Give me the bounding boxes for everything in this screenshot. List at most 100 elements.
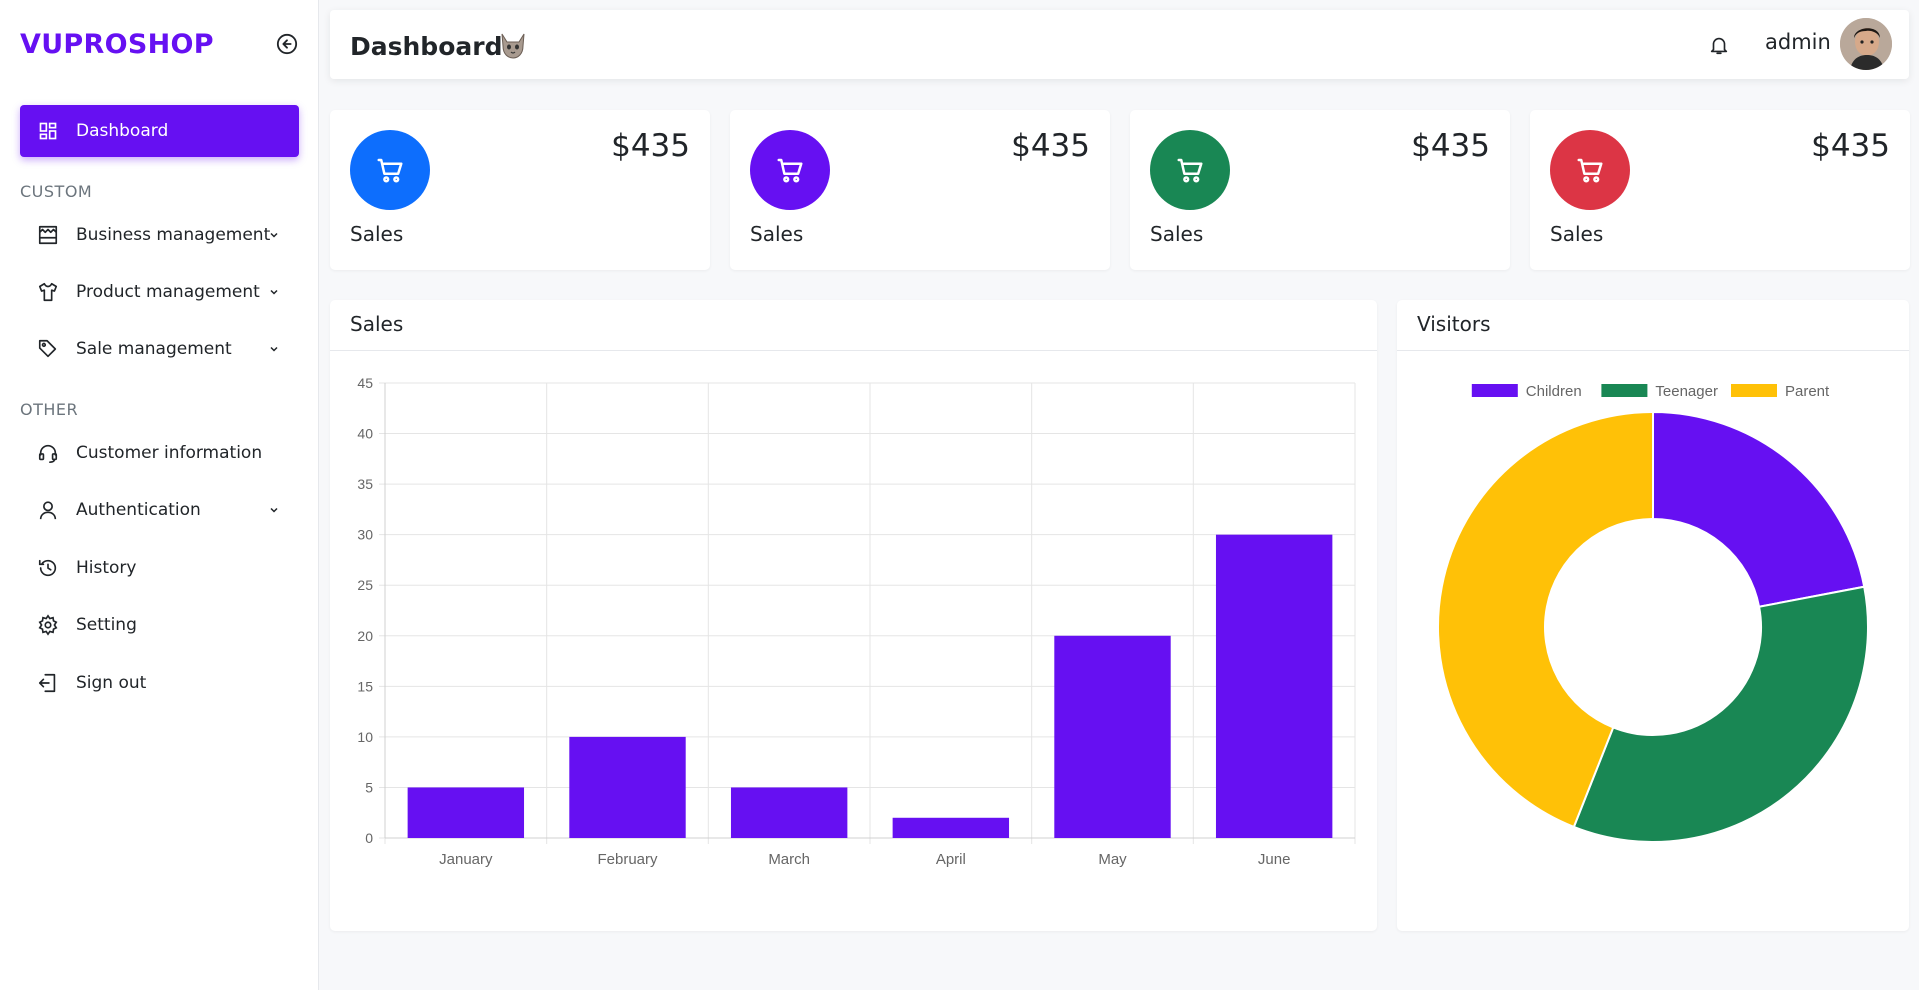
stat-label: Sales — [1550, 222, 1604, 246]
stat-card: $435 Sales — [330, 110, 710, 270]
bar[interactable] — [730, 787, 848, 838]
stat-label: Sales — [750, 222, 804, 246]
sidebar-item-customer-information[interactable]: Customer information — [20, 427, 299, 479]
y-tick-label: 15 — [357, 678, 373, 694]
x-tick-label: April — [936, 851, 966, 868]
history-icon — [36, 556, 60, 580]
collapse-sidebar-button[interactable] — [274, 31, 300, 57]
cat-emoji-icon — [498, 28, 528, 60]
sidebar-item-setting[interactable]: Setting — [20, 599, 299, 651]
sales-bar-chart: 0 5 10 15 20 25 30 35 40 45 January February March Ap… — [357, 375, 1356, 868]
stat-icon-circle — [1550, 130, 1630, 210]
bar[interactable] — [1054, 635, 1171, 838]
sidebar-item-label: Customer information — [76, 443, 263, 463]
sidebar-item-label: Sign out — [76, 673, 147, 693]
x-tick-label: January — [439, 851, 493, 868]
x-tick-label: June — [1258, 851, 1291, 868]
shirt-icon — [36, 280, 60, 304]
chevron-down-icon — [265, 226, 283, 244]
cart-icon — [1177, 158, 1203, 183]
bar[interactable] — [569, 736, 686, 838]
bar[interactable] — [1215, 534, 1333, 838]
pie-slice[interactable] — [1572, 585, 1869, 843]
pie-slice[interactable] — [1437, 410, 1654, 829]
stat-value: $435 — [611, 128, 690, 164]
bar[interactable] — [892, 817, 1010, 838]
sidebar-item-label: Setting — [76, 615, 137, 635]
legend-swatch — [1471, 384, 1518, 397]
legend-swatch — [1731, 384, 1777, 397]
page-title: Dashboard — [350, 32, 503, 61]
y-tick-label: 35 — [357, 476, 373, 492]
sidebar-item-label: Product management — [76, 282, 260, 302]
y-tick-label: 0 — [365, 830, 373, 846]
brand-logo[interactable]: VUPROSHOP — [20, 28, 214, 60]
section-label-other: OTHER — [20, 400, 79, 419]
stat-card: $435 Sales — [1530, 110, 1910, 270]
card-title: Sales — [350, 312, 404, 336]
y-tick-label: 10 — [357, 729, 373, 745]
sidebar-item-label: Sale management — [76, 339, 232, 359]
user-icon — [36, 498, 60, 522]
visitors-doughnut-chart: Children Teenager Parent — [1437, 383, 1869, 843]
user-name[interactable]: admin — [1765, 30, 1831, 54]
store-icon — [36, 223, 60, 247]
sign-out-icon — [36, 671, 60, 695]
arrow-left-circle-icon — [276, 33, 298, 55]
sidebar-item-business-management[interactable]: Business management — [20, 209, 299, 261]
stat-icon-circle — [1150, 130, 1230, 210]
top-header: Dashboard admin — [330, 10, 1909, 79]
y-tick-label: 30 — [357, 527, 373, 543]
stat-label: Sales — [350, 222, 404, 246]
dashboard-icon — [36, 119, 60, 143]
sales-chart-card: Sales 0 5 10 15 20 25 30 35 40 45 January February M… — [330, 300, 1377, 931]
gear-icon — [36, 613, 60, 637]
legend-label[interactable]: Teenager — [1655, 383, 1718, 400]
stat-card: $435 Sales — [730, 110, 1110, 270]
brand-row: VUPROSHOP — [20, 24, 300, 64]
bar[interactable] — [407, 787, 525, 838]
cart-icon — [777, 158, 803, 183]
sidebar-item-history[interactable]: History — [20, 542, 299, 594]
sidebar-item-authentication[interactable]: Authentication — [20, 484, 299, 536]
x-tick-label: February — [597, 851, 658, 868]
stat-label: Sales — [1150, 222, 1204, 246]
divider — [330, 350, 1377, 351]
stat-icon-circle — [750, 130, 830, 210]
pie-slice[interactable] — [1652, 410, 1866, 608]
sidebar-item-product-management[interactable]: Product management — [20, 266, 299, 318]
stat-value: $435 — [1411, 128, 1490, 164]
stat-card: $435 Sales — [1130, 110, 1510, 270]
sidebar-item-sign-out[interactable]: Sign out — [20, 657, 299, 709]
visitors-chart-card: Visitors Children Teenager Parent — [1397, 300, 1909, 931]
sidebar-item-sale-management[interactable]: Sale management — [20, 323, 299, 375]
section-label-custom: CUSTOM — [20, 182, 93, 201]
stat-icon-circle — [350, 130, 430, 210]
sidebar-item-label: Authentication — [76, 500, 201, 520]
stat-value: $435 — [1811, 128, 1890, 164]
y-tick-label: 20 — [357, 628, 373, 644]
legend-label[interactable]: Children — [1526, 383, 1582, 400]
divider — [1397, 350, 1909, 351]
notification-bell-icon[interactable] — [1708, 34, 1730, 56]
y-tick-label: 45 — [357, 375, 373, 391]
chevron-down-icon — [265, 340, 283, 358]
legend-swatch — [1601, 384, 1648, 397]
x-tick-label: March — [768, 851, 810, 868]
cart-icon — [1577, 158, 1603, 183]
avatar[interactable] — [1840, 18, 1892, 70]
y-tick-label: 40 — [357, 426, 373, 442]
sidebar-item-label: History — [76, 558, 137, 578]
legend-label[interactable]: Parent — [1785, 383, 1830, 400]
sidebar-item-label: Business management — [76, 225, 271, 245]
stat-value: $435 — [1011, 128, 1090, 164]
x-tick-label: May — [1098, 851, 1127, 868]
cart-icon — [377, 158, 403, 183]
sidebar-item-dashboard[interactable]: Dashboard — [20, 105, 299, 157]
sidebar: VUPROSHOP Dashboard CUSTOM Business mana… — [0, 0, 319, 990]
y-tick-label: 25 — [357, 577, 373, 593]
chevron-down-icon — [265, 501, 283, 519]
headset-icon — [36, 441, 60, 465]
card-title: Visitors — [1417, 312, 1491, 336]
y-tick-label: 5 — [365, 779, 373, 795]
